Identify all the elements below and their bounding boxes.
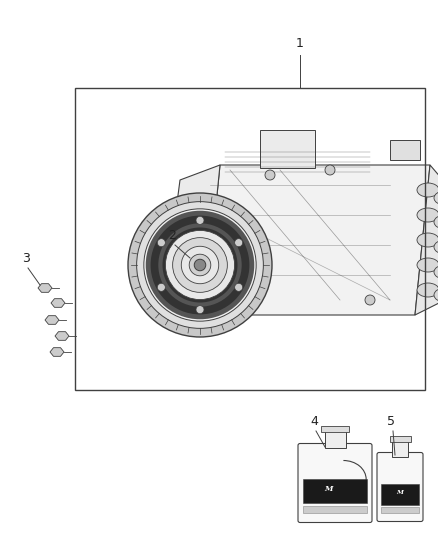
Text: 4: 4 [310, 415, 318, 428]
FancyBboxPatch shape [298, 443, 372, 522]
Text: 2: 2 [168, 229, 176, 242]
Circle shape [235, 284, 243, 292]
Ellipse shape [434, 191, 438, 205]
Bar [390, 140, 420, 160]
Circle shape [245, 290, 255, 300]
Circle shape [160, 225, 240, 304]
Circle shape [194, 259, 206, 271]
Bar [389, 435, 410, 441]
Ellipse shape [417, 283, 438, 297]
Text: 1: 1 [296, 37, 304, 50]
Ellipse shape [200, 231, 230, 269]
Bar [381, 484, 419, 505]
Ellipse shape [417, 208, 438, 222]
Ellipse shape [434, 240, 438, 254]
Circle shape [196, 216, 204, 224]
Polygon shape [51, 298, 65, 308]
Circle shape [157, 239, 165, 247]
Bar [321, 425, 349, 432]
Ellipse shape [434, 265, 438, 279]
Polygon shape [205, 165, 430, 315]
Bar [303, 479, 367, 503]
Circle shape [265, 170, 275, 180]
Text: M: M [396, 490, 403, 495]
Text: M: M [324, 485, 332, 493]
Ellipse shape [206, 238, 224, 262]
Bar [303, 505, 367, 513]
Ellipse shape [417, 183, 438, 197]
Circle shape [173, 238, 227, 293]
Polygon shape [415, 165, 438, 315]
FancyBboxPatch shape [377, 453, 423, 521]
Circle shape [166, 230, 235, 300]
Ellipse shape [434, 215, 438, 229]
Circle shape [144, 209, 256, 321]
Circle shape [157, 284, 165, 292]
Circle shape [196, 305, 204, 313]
Circle shape [365, 295, 375, 305]
Bar [325, 430, 346, 448]
Bar [75, 88, 425, 390]
Bar [260, 130, 315, 168]
Text: 5: 5 [387, 415, 395, 428]
Circle shape [137, 201, 263, 328]
Polygon shape [55, 332, 69, 341]
Circle shape [235, 239, 243, 247]
Polygon shape [38, 284, 52, 292]
Polygon shape [165, 165, 220, 315]
Circle shape [325, 165, 335, 175]
Ellipse shape [417, 258, 438, 272]
Circle shape [128, 193, 272, 337]
Bar [381, 506, 419, 513]
Polygon shape [50, 348, 64, 357]
Circle shape [148, 213, 252, 317]
Ellipse shape [417, 233, 438, 247]
Circle shape [189, 254, 211, 276]
Polygon shape [45, 316, 59, 324]
Circle shape [181, 246, 219, 284]
Text: 3: 3 [22, 252, 30, 265]
Bar [392, 440, 408, 456]
Ellipse shape [434, 288, 438, 302]
